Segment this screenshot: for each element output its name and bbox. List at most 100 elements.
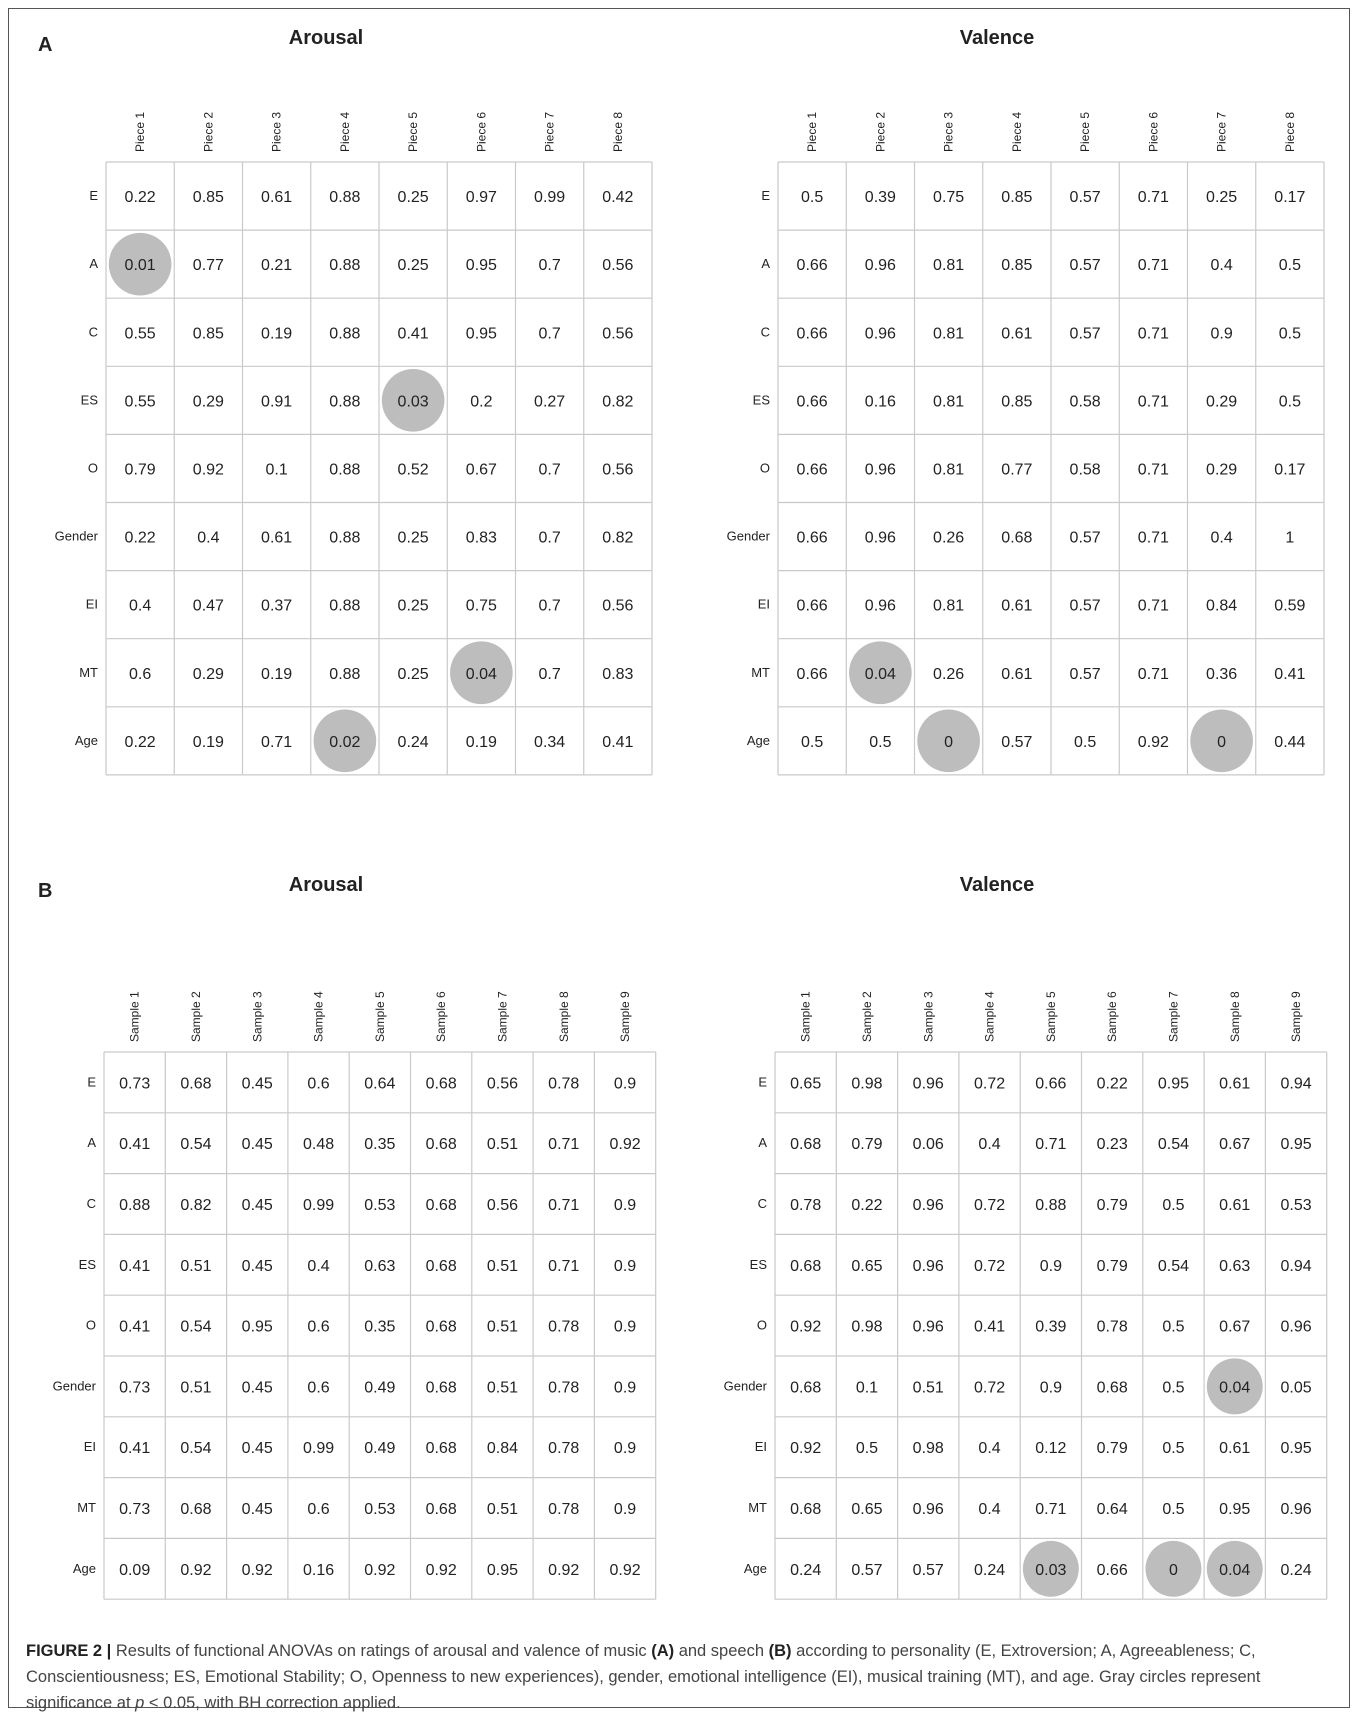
table-b-valence-cell-value: 0.95: [1280, 1440, 1311, 1457]
table-b-valence-cell-value: 0.92: [790, 1440, 821, 1457]
table-b-arousal-cell-value: 0.54: [180, 1319, 211, 1336]
table-b-arousal-title: Arousal: [289, 874, 363, 896]
table-a-arousal-cell-value: 0.27: [534, 393, 565, 410]
table-a-valence-cell-value: 0.25: [1206, 189, 1237, 206]
table-a-arousal-cell-value: 0.75: [466, 598, 497, 615]
table-a-arousal-cell-value: 0.25: [398, 257, 429, 274]
table-b-arousal-cell-value: 0.45: [242, 1501, 273, 1518]
table-b-arousal-column-label: Sample 7: [495, 991, 509, 1042]
table-b-valence-cell-value: 0.5: [1162, 1319, 1184, 1336]
table-b-arousal-cell-value: 0.6: [307, 1379, 329, 1396]
table-a-arousal-cell-value: 0.42: [602, 189, 633, 206]
table-b-valence-significance-circle: [1206, 1358, 1263, 1415]
table-b-arousal-cell-value: 0.99: [303, 1440, 334, 1457]
table-b-arousal-row-label: O: [86, 1318, 96, 1333]
table-a-arousal-cell-value: 0.55: [125, 325, 156, 342]
table-b-arousal-cell-value: 0.41: [119, 1258, 150, 1275]
table-b-arousal-row-label: A: [87, 1135, 96, 1150]
table-a-arousal-cell-value: 0.82: [602, 530, 633, 547]
table-b-valence-cell-value: 0.94: [1280, 1075, 1311, 1092]
table-a-arousal-row-label: EI: [86, 597, 98, 612]
table-a-arousal-cell-value: 0.7: [539, 325, 561, 342]
table-a-arousal-row-label: A: [89, 256, 98, 271]
table-a-arousal-cell-value: 0.97: [466, 189, 497, 206]
table-b-arousal-cell-value: 0.45: [242, 1075, 273, 1092]
table-a-valence-cell-value: 0.36: [1206, 666, 1237, 683]
table-a-valence-cell-value: 0.16: [865, 393, 896, 410]
table-a-arousal-cell-value: 0.56: [602, 598, 633, 615]
table-b-valence-cell-value: 0.68: [790, 1501, 821, 1518]
table-a-arousal-cell-value: 0.29: [193, 666, 224, 683]
caption-bold-a: (A): [651, 1642, 675, 1660]
table-b-valence-row-label: A: [758, 1135, 767, 1150]
table-b-arousal-cell-value: 0.35: [364, 1136, 395, 1153]
table-a-valence-cell-value: 0.71: [1138, 257, 1169, 274]
table-b-valence-cell-value: 0.96: [913, 1197, 944, 1214]
table-b-valence-cell-value: 0.66: [1097, 1562, 1128, 1579]
table-a-arousal-cell-value: 0.37: [261, 598, 292, 615]
table-a-valence-cell-value: 0.61: [1001, 325, 1032, 342]
table-a-arousal-column-label: Piece 5: [406, 112, 420, 152]
table-a-arousal-column-label: Piece 8: [611, 112, 625, 152]
table-a-valence-cell-value: 0.5: [1279, 325, 1301, 342]
table-b-arousal-cell-value: 0.92: [609, 1136, 640, 1153]
table-a-valence-cell-value: 0.75: [933, 189, 964, 206]
table-a-arousal-cell-value: 0.88: [329, 598, 360, 615]
table-b-arousal-cell-value: 0.73: [119, 1075, 150, 1092]
table-a-arousal-cell-value-significant: 0.03: [398, 393, 429, 410]
table-b-arousal-cell-value: 0.4: [307, 1258, 329, 1275]
table-b-arousal-cell-value: 0.68: [426, 1319, 457, 1336]
table-b-valence-cell-value: 0.79: [1097, 1440, 1128, 1457]
table-a-valence-cell-value-significant: 0: [944, 734, 953, 751]
table-b-arousal-cell-value: 0.45: [242, 1258, 273, 1275]
table-a-valence-cell-value: 0.96: [865, 598, 896, 615]
table-b-valence-column-label: Sample 2: [860, 991, 874, 1042]
table-b-arousal-cell-value: 0.92: [426, 1562, 457, 1579]
table-b-valence-cell-value: 0.22: [1097, 1075, 1128, 1092]
table-b-valence-cell-value: 0.67: [1219, 1319, 1250, 1336]
table-a-valence-cell-value: 0.66: [797, 530, 828, 547]
caption-text-4: < 0.05, with BH correction applied.: [144, 1694, 401, 1712]
table-a-valence-cell-value: 0.96: [865, 530, 896, 547]
table-a-arousal-cell-value: 0.19: [193, 734, 224, 751]
table-a-valence-row-label: E: [761, 188, 770, 203]
table-a-arousal-row-label: Age: [75, 733, 98, 748]
table-a-arousal-cell-value: 0.19: [261, 666, 292, 683]
table-a-valence-row-label: Age: [747, 733, 770, 748]
table-b-valence-row-label: C: [758, 1196, 767, 1211]
table-b-arousal-cell-value: 0.68: [180, 1501, 211, 1518]
caption-bold-b: (B): [768, 1642, 792, 1660]
table-b-valence-row-label: Gender: [724, 1378, 768, 1393]
table-a-valence-cell-value: 0.92: [1138, 734, 1169, 751]
table-b-valence-column-label: Sample 8: [1228, 991, 1242, 1042]
table-a-arousal-row-label: Gender: [55, 529, 99, 544]
table-b-arousal-cell-value: 0.9: [614, 1379, 636, 1396]
table-a-valence-cell-value: 0.9: [1211, 325, 1233, 342]
table-a-valence-cell-value: 0.4: [1211, 257, 1233, 274]
table-b-valence-cell-value: 0.5: [1162, 1501, 1184, 1518]
table-a-arousal-cell-value: 0.82: [602, 393, 633, 410]
table-a-valence-cell-value: 0.68: [1001, 530, 1032, 547]
table-a-valence-row-label: A: [761, 256, 770, 271]
table-a-arousal-cell-value: 0.25: [398, 598, 429, 615]
table-a-arousal-cell-value: 0.52: [398, 461, 429, 478]
table-a-arousal-cell-value-significant: 0.02: [329, 734, 360, 751]
table-a-arousal-column-label: Piece 3: [270, 112, 284, 152]
table-a-valence-cell-value: 0.84: [1206, 598, 1237, 615]
table-a-arousal-cell-value: 0.77: [193, 257, 224, 274]
table-a-arousal-cell-value: 0.56: [602, 257, 633, 274]
table-a-valence-cell-value: 0.58: [1070, 461, 1101, 478]
table-b-valence-cell-value: 0.24: [790, 1562, 821, 1579]
table-b-arousal-cell-value: 0.53: [364, 1501, 395, 1518]
table-b-arousal-cell-value: 0.68: [426, 1501, 457, 1518]
table-a-arousal-row-label: C: [89, 324, 98, 339]
table-b-arousal-row-label: Age: [73, 1561, 96, 1576]
table-a-valence-cell-value: 0.71: [1138, 666, 1169, 683]
table-b-valence-row-label: Age: [744, 1561, 767, 1576]
table-b-valence-cell-value-significant: 0.03: [1035, 1562, 1066, 1579]
table-b-valence-cell-value: 0.78: [1097, 1319, 1128, 1336]
table-a-arousal-cell-value: 0.29: [193, 393, 224, 410]
table-b-arousal-cell-value: 0.95: [242, 1319, 273, 1336]
table-a-valence-cell-value: 0.85: [1001, 393, 1032, 410]
table-a-arousal-cell-value: 0.4: [197, 530, 219, 547]
